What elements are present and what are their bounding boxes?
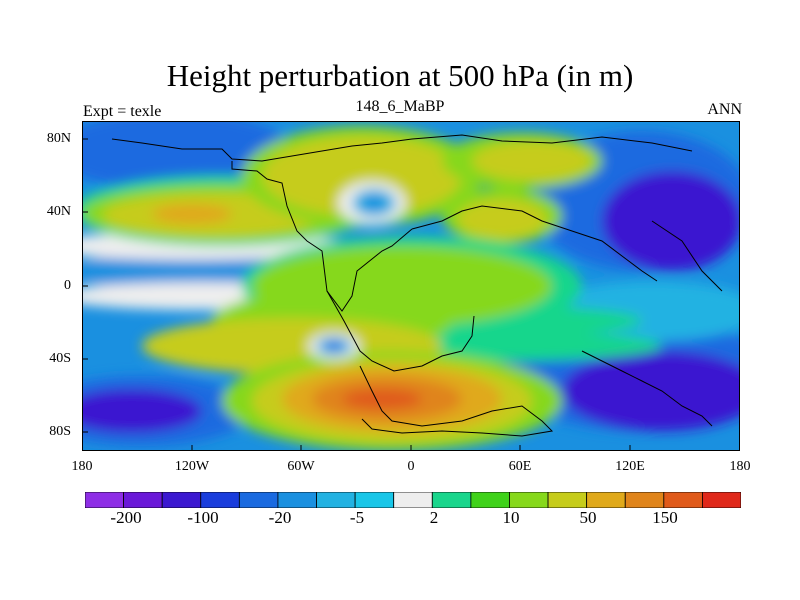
lon-label-120e: 120E: [615, 459, 645, 474]
colorbar-box: [316, 492, 356, 508]
lat-label-40n: 40N: [46, 204, 71, 219]
colorbar-box: [123, 492, 163, 508]
lon-label-180w: 180: [71, 459, 93, 474]
colorbar-box: [470, 492, 510, 508]
season-label: ANN: [707, 101, 742, 118]
colorbar-label-10: 10: [502, 508, 520, 527]
lon-label-60w: 60W: [287, 459, 315, 474]
lat-label-40s: 40S: [49, 351, 71, 366]
lon-label-0: 0: [407, 459, 415, 474]
lon-label-120w: 120W: [174, 459, 210, 474]
colorbar-label-neg5: -5: [349, 508, 365, 527]
lat-label-80n: 80N: [46, 131, 71, 146]
coastlines: [111, 134, 723, 437]
colorbar-box: [586, 492, 626, 508]
colorbar-box: [509, 492, 549, 508]
lon-label-60e: 60E: [508, 459, 532, 474]
lon-label-180e: 180: [729, 459, 751, 474]
map-svg: [82, 121, 740, 451]
colorbar-box: [663, 492, 703, 508]
colorbar-box: [431, 492, 472, 508]
colorbar-box: [277, 492, 317, 508]
colorbar-box: [85, 492, 124, 508]
lat-label-80s: 80S: [49, 424, 71, 439]
colorbar-box: [547, 492, 588, 508]
plot-title: Height perturbation at 500 hPa (in m): [166, 58, 634, 93]
colorbar-label-neg100: -100: [187, 508, 219, 527]
colorbar: [85, 492, 741, 508]
height-perturbation-map: [82, 121, 740, 451]
experiment-label: Expt = texle: [83, 103, 162, 120]
lat-label-0: 0: [64, 278, 71, 293]
case-label: 148_6_MaBP: [355, 98, 445, 115]
colorbar-box: [354, 492, 395, 508]
colorbar-box: [238, 492, 279, 508]
colorbar-label-neg20: -20: [268, 508, 292, 527]
colorbar-box: [200, 492, 240, 508]
colorbar-label-2: 2: [429, 508, 439, 527]
colorbar-box: [624, 492, 665, 508]
colorbar-label-50: 50: [579, 508, 597, 527]
axis-ticks: [82, 138, 631, 451]
colorbar-box: [702, 492, 741, 508]
colorbar-label-neg200: -200: [110, 508, 142, 527]
colorbar-box: [393, 492, 433, 508]
colorbar-label-150: 150: [652, 508, 678, 527]
colorbar-box: [161, 492, 202, 508]
